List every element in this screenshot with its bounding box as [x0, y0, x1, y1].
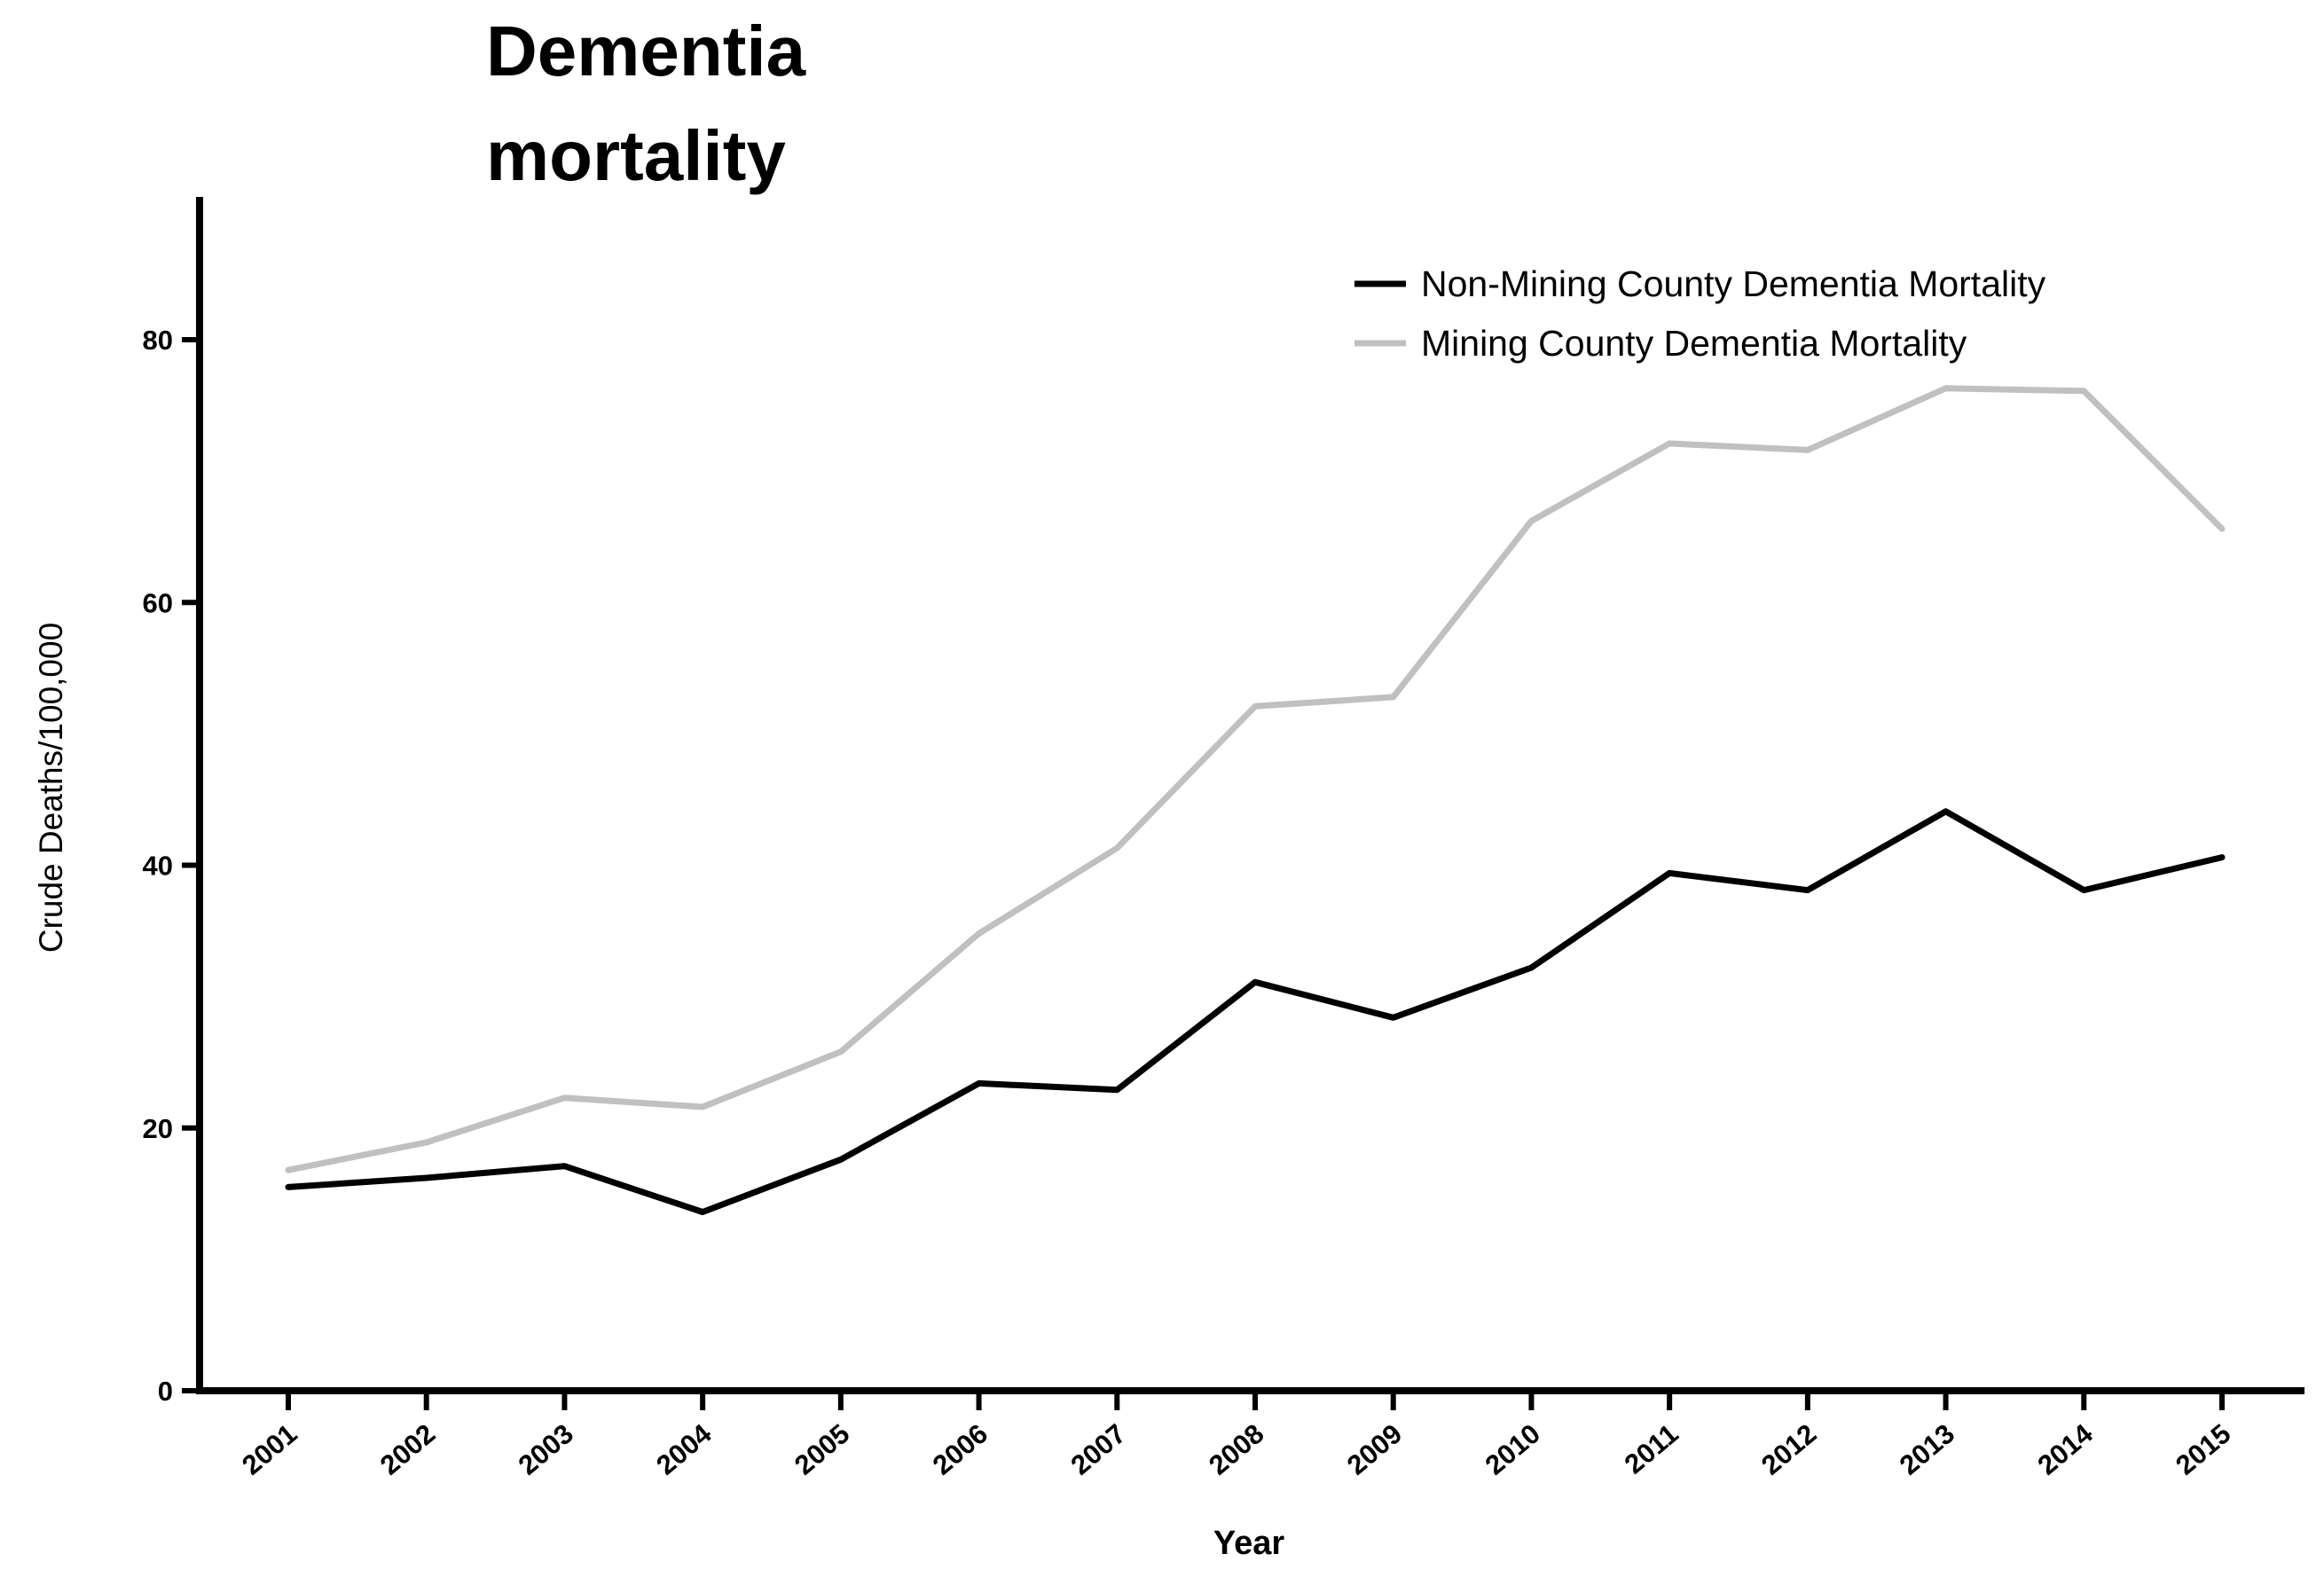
chart-title-line-1: Dementia	[486, 12, 806, 90]
x-tick-label: 2002	[374, 1418, 441, 1481]
chart-title-line-2: mortality	[486, 116, 786, 195]
x-axis: 2001 2002 2003 2004 2005 2006 2007 2008 2009 2010…	[196, 1387, 2304, 1481]
x-tick-label: 2001	[236, 1418, 302, 1481]
y-tick-label: 20	[143, 1113, 173, 1144]
x-tick-label: 2007	[1064, 1418, 1131, 1481]
y-tick-label: 60	[143, 587, 173, 618]
x-tick-label: 2003	[513, 1418, 579, 1481]
x-tick-label: 2012	[1755, 1418, 1822, 1481]
x-tick-label: 2014	[2031, 1417, 2099, 1481]
x-tick-label: 2013	[1894, 1418, 1960, 1481]
legend-label: Non-Mining County Dementia Mortality	[1421, 263, 2046, 304]
series-line-mining-county-dementia-mortality	[285, 385, 2226, 1173]
legend-label: Mining County Dementia Mortality	[1421, 323, 1967, 364]
y-axis-title: Crude Deaths/100,000	[33, 623, 69, 953]
y-axis: 0 20 40 60 80	[143, 197, 203, 1407]
x-tick-label: 2010	[1480, 1418, 1546, 1481]
series-lines	[285, 385, 2226, 1215]
x-axis-title: Year	[1213, 1525, 1285, 1562]
x-tick-label: 2006	[927, 1418, 993, 1481]
x-tick-label: 2008	[1203, 1418, 1269, 1481]
legend: Non-Mining County Dementia Mortality Mini…	[1354, 263, 2046, 364]
x-tick-label: 2005	[789, 1418, 855, 1481]
y-tick-label: 80	[143, 325, 173, 356]
x-tick-label: 2015	[2170, 1418, 2236, 1481]
x-tick-label: 2009	[1341, 1418, 1408, 1481]
y-tick-label: 40	[143, 851, 173, 882]
x-tick-label: 2011	[1619, 1418, 1684, 1480]
y-tick-label: 0	[158, 1376, 173, 1407]
x-tick-label: 2004	[650, 1417, 718, 1481]
series-line-non-mining-county-dementia-mortality	[285, 808, 2226, 1215]
